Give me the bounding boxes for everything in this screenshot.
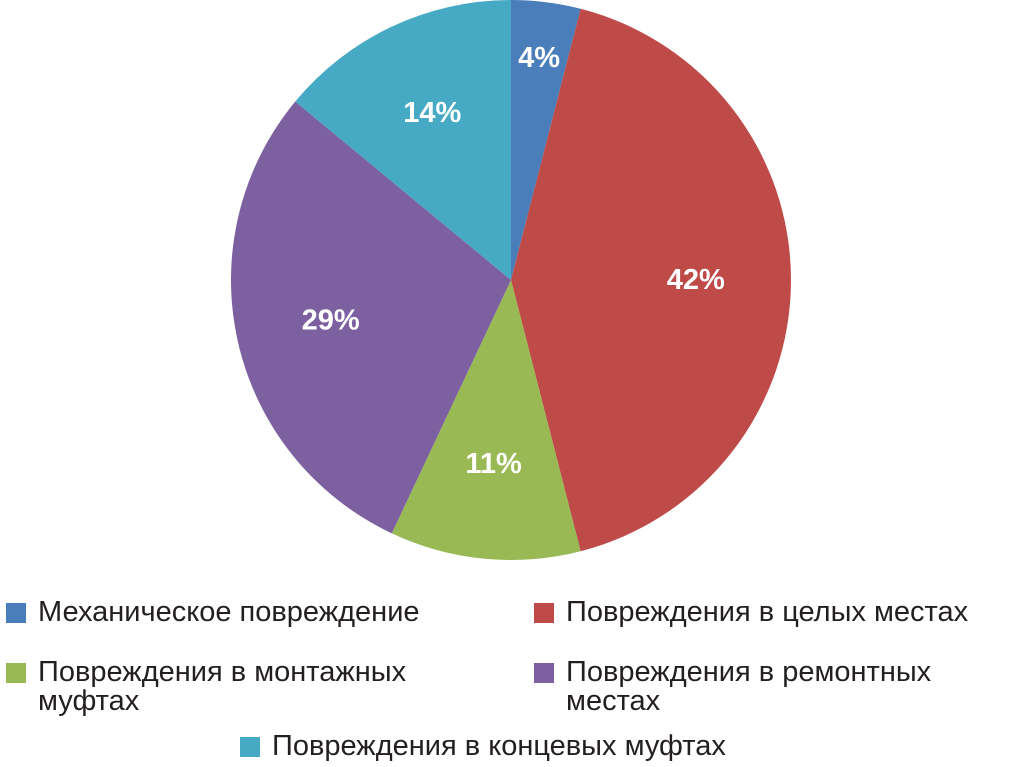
pie-slice-repair-places [231, 101, 511, 534]
pie-chart: 4% 42% 11% 29% 14% [231, 0, 791, 560]
legend-item-repair-places: Повреждения в ремонтных местах [534, 658, 974, 716]
legend-item-mechanical: Механическое повреждение [6, 598, 486, 627]
legend-label-repair-places: Повреждения в ремонтных местах [566, 656, 932, 717]
data-label-whole-places: 42% [667, 264, 725, 296]
pie-chart-area: 4% 42% 11% 29% 14% [231, 0, 791, 560]
legend-label-end-joints: Повреждения в концевых муфтах [272, 730, 726, 762]
legend-swatch-mounting-joints [6, 663, 26, 683]
data-label-mechanical: 4% [518, 42, 560, 74]
legend-swatch-whole-places [534, 603, 554, 623]
legend-label-mechanical: Механическое повреждение [38, 596, 420, 628]
data-label-end-joints: 14% [403, 97, 461, 129]
legend: Механическое повреждение Повреждения в ц… [0, 590, 1024, 767]
data-label-mounting-joints: 11% [465, 448, 522, 480]
legend-item-end-joints: Повреждения в концевых муфтах [240, 732, 840, 761]
pie-slice-whole-places [511, 8, 791, 552]
legend-swatch-end-joints [240, 737, 260, 757]
legend-label-whole-places: Повреждения в целых местах [566, 596, 969, 628]
legend-item-whole-places: Повреждения в целых местах [534, 598, 1024, 627]
legend-label-mounting-joints: Повреждения в монтажных муфтах [38, 656, 407, 717]
pie-slice-mounting-joints [391, 280, 581, 560]
pie-slice-end-joints [295, 0, 511, 280]
legend-item-mounting-joints: Повреждения в монтажных муфтах [6, 658, 446, 716]
pie-slice-mechanical [511, 0, 581, 280]
legend-swatch-mechanical [6, 603, 26, 623]
data-label-repair-places: 29% [302, 304, 360, 336]
legend-swatch-repair-places [534, 663, 554, 683]
